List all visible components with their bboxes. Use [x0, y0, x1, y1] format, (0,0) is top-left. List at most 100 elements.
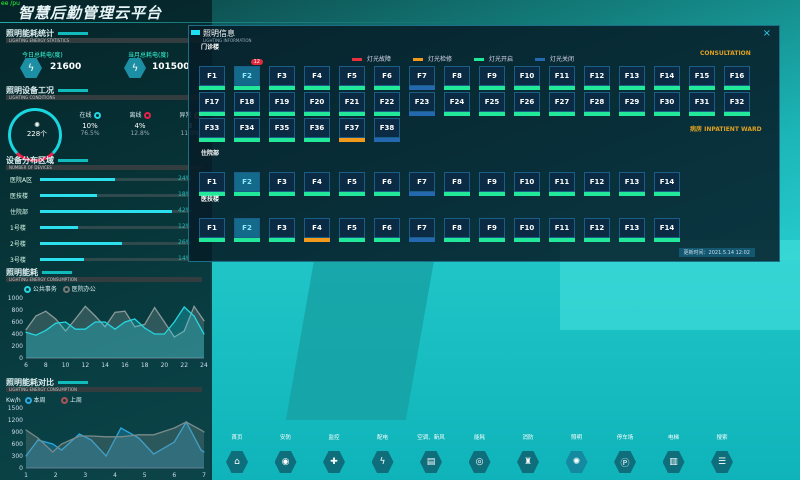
nav-item-5[interactable]: 能耗 ◎	[460, 433, 500, 473]
floor-button-f24[interactable]: F24	[444, 92, 470, 116]
floor-button-f9[interactable]: F9	[479, 66, 505, 90]
floor-button-f37[interactable]: F37	[339, 118, 365, 142]
floor-button-f35[interactable]: F35	[269, 118, 295, 142]
nav-item-10[interactable]: 搜索 ☰	[702, 433, 742, 473]
floor-button-f12[interactable]: F12	[584, 218, 610, 242]
floor-button-f14[interactable]: F14	[654, 218, 680, 242]
floor-button-f2[interactable]: F2 12	[234, 59, 263, 90]
close-icon[interactable]: ×	[762, 28, 771, 39]
nav-item-6[interactable]: 消防 ♜	[508, 433, 548, 473]
floor-button-f29[interactable]: F29	[619, 92, 645, 116]
floor-button-f6[interactable]: F6	[374, 218, 400, 242]
floor-button-f3[interactable]: F3	[269, 66, 295, 90]
nav-item-9[interactable]: 电梯 ▥	[654, 433, 694, 473]
floor-button-f10[interactable]: F10	[514, 218, 540, 242]
floor-button-f14[interactable]: F14	[654, 172, 680, 196]
floor-button-f11[interactable]: F11	[549, 172, 575, 196]
floor-button-f5[interactable]: F5	[339, 66, 365, 90]
floor-button-f34[interactable]: F34	[234, 118, 260, 142]
floor-button-f9[interactable]: F9	[479, 172, 505, 196]
floor-button-f1[interactable]: F1	[199, 172, 225, 196]
floor-button-f31[interactable]: F31	[689, 92, 715, 116]
floor-button-f4[interactable]: F4	[304, 172, 330, 196]
floor-button-f4[interactable]: F4	[304, 218, 330, 242]
floor-button-f13[interactable]: F13	[619, 172, 645, 196]
floor-button-f17[interactable]: F17	[199, 92, 225, 116]
floor-button-f7[interactable]: F7	[409, 172, 435, 196]
floor-button-f6[interactable]: F6	[374, 172, 400, 196]
floor-button-f32[interactable]: F32	[724, 92, 750, 116]
floor-button-f21[interactable]: F21	[339, 92, 365, 116]
nav-item-8[interactable]: 停车场 Ⓟ	[605, 433, 645, 473]
nav-item-0[interactable]: 首页 ⌂	[217, 433, 257, 473]
floor-button-f12[interactable]: F12	[584, 172, 610, 196]
floor-button-f13[interactable]: F13	[619, 218, 645, 242]
floor-button-f6[interactable]: F6	[374, 66, 400, 90]
floor-status-bar	[479, 192, 505, 196]
floor-button-f5[interactable]: F5	[339, 218, 365, 242]
floor-button-f4[interactable]: F4	[304, 66, 330, 90]
floor-button-f15[interactable]: F15	[689, 66, 715, 90]
floor-button-f9[interactable]: F9	[479, 218, 505, 242]
floor-button-f20[interactable]: F20	[304, 92, 330, 116]
energy-chart-subtitle: LIGHTING ENERGY CONSUMPTION	[6, 277, 202, 282]
floor-button-f18[interactable]: F18	[234, 92, 260, 116]
floor-button-f2[interactable]: F2	[234, 172, 260, 196]
floor-button-f7[interactable]: F7	[409, 218, 435, 242]
status-count: 4%	[134, 122, 146, 130]
floor-button-f10[interactable]: F10	[514, 66, 540, 90]
legend-swatch	[352, 58, 362, 61]
floor-button-f25[interactable]: F25	[479, 92, 505, 116]
nav-item-7[interactable]: 照明 ✺	[557, 433, 597, 473]
floor-button-f27[interactable]: F27	[549, 92, 575, 116]
floor-label: F5	[339, 218, 365, 238]
floor-button-f3[interactable]: F3	[269, 172, 295, 196]
floor-button-f13[interactable]: F13	[619, 66, 645, 90]
floor-button-f5[interactable]: F5	[339, 172, 365, 196]
floor-button-f11[interactable]: F11	[549, 218, 575, 242]
floor-button-f16[interactable]: F16	[724, 66, 750, 90]
floor-button-f1[interactable]: F1	[199, 66, 225, 90]
floor-button-f28[interactable]: F28	[584, 92, 610, 116]
legend-radio-this-week[interactable]	[24, 397, 32, 404]
nav-item-3[interactable]: 配电 ϟ	[363, 433, 403, 473]
floor-button-f26[interactable]: F26	[514, 92, 540, 116]
distribution-label: 住院部	[10, 209, 29, 216]
floor-button-f14[interactable]: F14	[654, 66, 680, 90]
floor-button-f38[interactable]: F38	[374, 118, 400, 142]
floor-button-f11[interactable]: F11	[549, 66, 575, 90]
nav-item-4[interactable]: 空调、新风 ▤	[411, 433, 451, 473]
legend-radio-public[interactable]	[24, 286, 31, 293]
floor-button-f33[interactable]: F33	[199, 118, 225, 142]
nav-label: 安防	[279, 435, 291, 441]
legend-radio-last-week[interactable]	[60, 397, 68, 404]
nav-item-2[interactable]: 监控 ✚	[314, 433, 354, 473]
floor-button-f22[interactable]: F22	[374, 92, 400, 116]
floor-button-f12[interactable]: F12	[584, 66, 610, 90]
floor-button-f8[interactable]: F8	[444, 172, 470, 196]
floor-button-f8[interactable]: F8	[444, 66, 470, 90]
floor-button-f30[interactable]: F30	[654, 92, 680, 116]
floor-button-f36[interactable]: F36	[304, 118, 330, 142]
floor-button-f23[interactable]: F23	[409, 92, 435, 116]
floor-button-f19[interactable]: F19	[269, 92, 295, 116]
nav-item-1[interactable]: 安防 ◉	[266, 433, 306, 473]
status-label-text: 异常	[179, 112, 192, 119]
floor-status-bar	[689, 86, 715, 90]
floor-button-f2[interactable]: F2	[234, 218, 260, 242]
floor-button-f3[interactable]: F3	[269, 218, 295, 242]
nav-label: 空调、新风	[417, 435, 445, 441]
data-point	[45, 310, 47, 312]
distribution-label: 医技楼	[10, 193, 29, 200]
distribution-bar-track	[40, 210, 190, 213]
distribution-bar-fill	[40, 242, 122, 245]
floor-status-bar	[234, 238, 260, 242]
legend-radio-office[interactable]	[62, 286, 70, 293]
floor-button-f8[interactable]: F8	[444, 218, 470, 242]
legend-swatch	[413, 58, 424, 61]
floor-button-f7[interactable]: F7	[409, 66, 435, 90]
floor-button-f10[interactable]: F10	[514, 172, 540, 196]
floor-button-f1[interactable]: F1	[199, 218, 225, 242]
data-point	[203, 333, 205, 335]
floor-status-bar	[304, 138, 330, 142]
